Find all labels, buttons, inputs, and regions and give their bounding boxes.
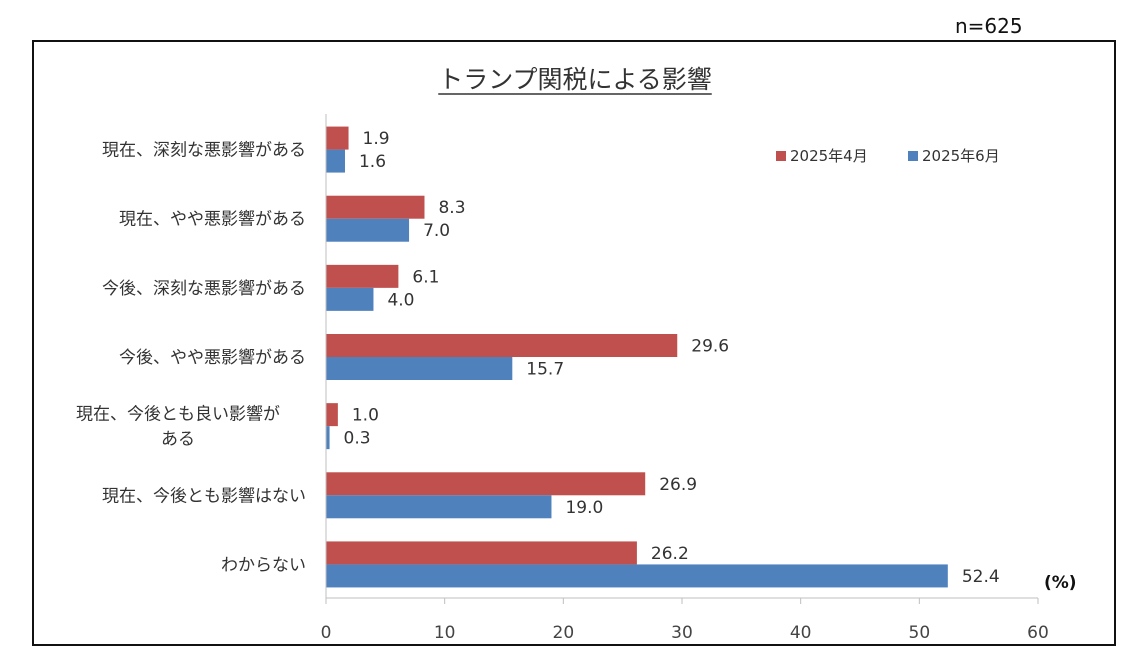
labels-group: 現在、深刻な悪影響がある 1.9 1.6 現在、やや悪影響がある 8.3 7.0 今後、深刻… [76, 129, 1000, 587]
bar-jun [326, 564, 948, 588]
legend: 2025年4月 2025年6月 [776, 147, 1000, 165]
bar-apr [326, 334, 678, 357]
data-label: 26.9 [659, 475, 697, 495]
data-label: 19.0 [565, 498, 603, 518]
bar-jun [326, 287, 374, 311]
category-label: 現在、今後とも影響はない [102, 486, 306, 506]
legend-label: 2025年4月 [790, 147, 868, 165]
bars-group [326, 126, 948, 588]
legend-swatch [776, 151, 786, 161]
data-label: 6.1 [412, 267, 439, 287]
bar-apr [326, 195, 425, 219]
x-tick-label: 10 [434, 623, 456, 643]
category-label: 現在、深刻な悪影響がある [102, 141, 306, 161]
chart-title: トランプ関税による影響 [438, 65, 712, 94]
x-tick-label: 40 [790, 623, 812, 643]
data-label: 0.3 [344, 429, 371, 449]
legend-swatch [908, 151, 918, 161]
data-label: 52.4 [962, 567, 1000, 587]
x-tick-label: 30 [671, 623, 693, 643]
legend-label: 2025年6月 [922, 147, 1000, 165]
bar-apr [326, 264, 399, 288]
bar-apr [326, 403, 338, 427]
bar-apr [326, 126, 349, 150]
category-label: 今後、深刻な悪影響がある [102, 279, 306, 299]
data-label: 7.0 [423, 221, 450, 241]
sample-size-label: n=625 [955, 14, 1023, 38]
bar-jun [326, 357, 513, 380]
data-label: 1.6 [359, 152, 386, 172]
bar-apr [326, 541, 637, 565]
category-label: 現在、今後とも良い影響が [76, 405, 280, 425]
category-label: 現在、やや悪影響がある [119, 210, 306, 230]
bar-jun [326, 149, 345, 173]
bar-apr [326, 472, 646, 496]
x-tick-label: 60 [1027, 623, 1049, 643]
bar-jun [326, 218, 410, 242]
bar-jun [326, 426, 330, 450]
bar-jun [326, 495, 552, 519]
category-label: わからない [221, 555, 306, 575]
x-tick-label: 0 [321, 623, 332, 643]
data-label: 1.0 [352, 406, 379, 426]
x-tick-label: 50 [909, 623, 931, 643]
data-label: 4.0 [387, 290, 414, 310]
chart-frame [32, 40, 1116, 646]
unit-label: (%) [1044, 573, 1077, 593]
data-label: 29.6 [691, 337, 729, 357]
data-label: 15.7 [526, 360, 564, 380]
data-label: 26.2 [651, 544, 689, 564]
chart-title-group: トランプ関税による影響 [438, 65, 712, 95]
category-label: 今後、やや悪影響がある [119, 348, 306, 368]
data-label: 1.9 [363, 129, 390, 149]
category-label: ある [161, 430, 195, 450]
x-axis: 0 10 20 30 40 50 60 (%) [321, 114, 1077, 643]
data-label: 8.3 [438, 198, 465, 218]
x-tick-label: 20 [553, 623, 575, 643]
